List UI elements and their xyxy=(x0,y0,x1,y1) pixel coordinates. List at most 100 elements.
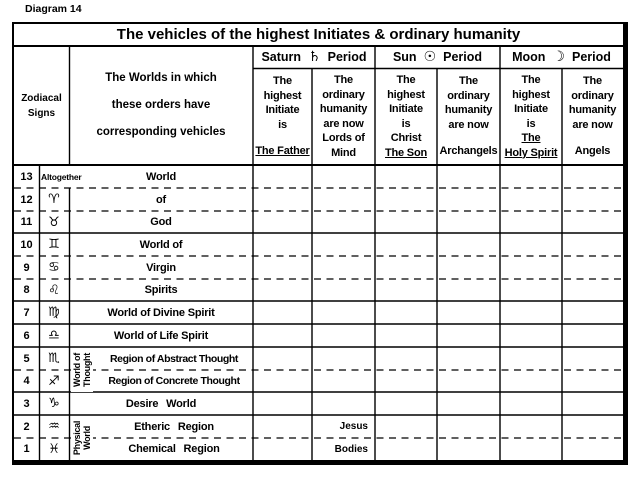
initiate-name: Holy Spirit xyxy=(504,146,558,159)
bodies-label: Bodies xyxy=(334,443,368,455)
subheader-line: The xyxy=(521,74,541,86)
altogether-label: Altogether xyxy=(41,172,82,182)
body-row-7: 7 ♍ World of Divine Spirit xyxy=(14,301,623,324)
row-number: 9 xyxy=(23,261,30,274)
subheader-line: is xyxy=(401,117,411,130)
row-number: 2 xyxy=(23,420,30,433)
subheader-moon-initiate: The highest Initiate is The Holy Spirit xyxy=(500,70,562,163)
sagittarius-sign-icon: ♐ xyxy=(48,373,60,389)
scorpio-sign-icon: ♏ xyxy=(48,351,60,366)
period-name: Sun xyxy=(392,50,417,64)
body-row-1: 1 ♓ Chemical Region xyxy=(14,438,623,460)
period-header-saturn: Saturn ♄ Period xyxy=(253,46,375,68)
row-number: 12 xyxy=(20,193,33,206)
world-name: Region of Concrete Thought xyxy=(108,375,240,387)
capricorn-sign-icon: ♑ xyxy=(48,396,60,411)
world-name: World of Life Spirit xyxy=(113,329,209,342)
subheader-line: humanity xyxy=(319,103,368,115)
world-name: Etheric Region xyxy=(134,420,214,433)
libra-sign-icon: ♎ xyxy=(48,328,60,343)
body-row-3: 3 ♑ Desire World xyxy=(14,392,623,415)
period-name: Saturn xyxy=(261,50,302,64)
diagram-label: Diagram 14 xyxy=(25,3,82,15)
row-number: 6 xyxy=(23,329,30,342)
subheader-line: The xyxy=(273,75,292,88)
subheader-line: highest xyxy=(263,89,302,102)
body-row-11: 11 ♉ God xyxy=(14,211,623,233)
pisces-sign-icon: ♓ xyxy=(48,441,60,457)
initiate-name: The Father xyxy=(255,145,310,158)
world-name: Spirits xyxy=(144,284,178,296)
row-number: 1 xyxy=(23,443,30,455)
body-row-5: 5 ♏ Region of Abstract Thought xyxy=(14,347,623,370)
dashed-row-separators xyxy=(14,187,623,439)
aries-sign-icon: ♈ xyxy=(48,192,60,207)
taurus-sign-icon: ♉ xyxy=(48,214,60,230)
subheader-line: ordinary xyxy=(447,89,490,102)
humanity-name: Mind xyxy=(331,146,356,159)
body-row-9: 9 ♋ Virgin xyxy=(14,256,623,279)
group-label-line: Thought xyxy=(82,352,92,387)
aquarius-sign-icon: ♒ xyxy=(48,419,60,434)
row-number: 5 xyxy=(23,352,30,365)
page-title: The vehicles of the highest Initiates & … xyxy=(116,26,521,43)
world-name: World xyxy=(146,171,176,183)
period-word: Period xyxy=(443,50,483,64)
subheader-sun-humanity: The ordinary humanity are now Archangels xyxy=(437,70,500,163)
world-name: of xyxy=(156,193,166,206)
group-label-line: World xyxy=(82,425,92,450)
subheader-line: ordinary xyxy=(571,89,614,102)
moon-glyph-icon: ☽ xyxy=(552,49,565,65)
subheader-line: The xyxy=(459,75,478,88)
period-header-sun: Sun ☉ Period xyxy=(375,46,500,68)
virgo-sign-icon: ♍ xyxy=(48,305,60,320)
row-number: 11 xyxy=(20,216,33,228)
subheader-line: humanity xyxy=(568,104,617,117)
humanity-name: Archangels xyxy=(439,145,498,158)
zodiacal-signs-header: Zodiacal Signs xyxy=(14,46,69,165)
period-word: Period xyxy=(571,50,611,64)
subheader-moon-humanity: The ordinary humanity are now Angels xyxy=(562,70,623,163)
world-name: Desire World xyxy=(125,397,197,410)
column-separators xyxy=(38,46,563,460)
subheader-line: are now xyxy=(323,117,364,130)
subheader-line: The xyxy=(334,74,353,86)
world-name: World of xyxy=(139,238,183,251)
subheader-sun-initiate: The highest Initiate is Christ The Son xyxy=(375,70,437,163)
subheader-line: are now xyxy=(448,118,489,131)
subheader-line: highest xyxy=(387,88,425,101)
body-row-8: 8 ♌ Spirits xyxy=(14,279,623,301)
initiate-name: Christ xyxy=(390,132,422,144)
row-separators xyxy=(14,45,623,416)
leo-sign-icon: ♌ xyxy=(48,282,60,298)
world-name: Virgin xyxy=(146,261,176,274)
row-number: 10 xyxy=(20,238,33,251)
initiate-name: The xyxy=(521,132,541,144)
subheader-line: is xyxy=(526,117,536,130)
body-row-2: 2 ♒ Etheric Region xyxy=(14,415,623,438)
worlds-header-line: corresponding vehicles xyxy=(96,126,226,138)
table-frame xyxy=(12,22,628,465)
subheader-saturn-initiate: The highest Initiate is The Father xyxy=(253,70,312,163)
period-word: Period xyxy=(327,50,367,64)
worlds-header-line: The Worlds in which xyxy=(105,72,217,84)
saturn-glyph-icon: ♄ xyxy=(308,49,321,65)
group-label-line: World of xyxy=(72,352,82,387)
initiate-name: The Son xyxy=(385,146,427,159)
subheader-line: The xyxy=(583,75,602,88)
row-number: 4 xyxy=(23,375,30,387)
subheader-line: is xyxy=(278,118,287,131)
row-number: 8 xyxy=(23,284,30,296)
subheader-saturn-humanity: The ordinary humanity are now Lords of M… xyxy=(312,70,375,163)
humanity-name: Angels xyxy=(574,145,611,158)
subheader-line: humanity xyxy=(444,104,493,117)
row-number: 13 xyxy=(20,171,33,183)
body-row-12: 12 ♈ of xyxy=(14,188,623,211)
worlds-header-line: these orders have xyxy=(111,99,211,111)
subheader-line: ordinary xyxy=(322,88,365,101)
world-name: Region of Abstract Thought xyxy=(109,352,239,365)
subheader-line: Initiate xyxy=(265,104,300,117)
world-name: Chemical Region xyxy=(128,443,220,455)
